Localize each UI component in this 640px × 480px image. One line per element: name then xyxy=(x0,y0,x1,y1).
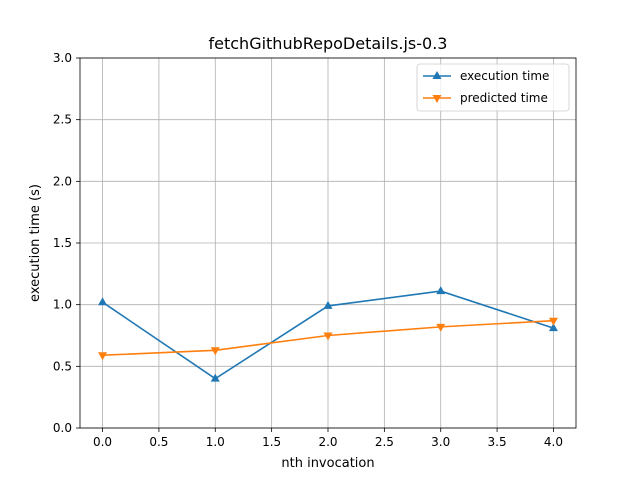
legend-swatch-marker xyxy=(432,71,442,79)
chart-title: fetchGithubRepoDetails.js-0.3 xyxy=(209,34,448,53)
y-tick-label: 2.5 xyxy=(53,113,72,127)
series-layer xyxy=(98,286,558,382)
x-tick-label: 0.0 xyxy=(93,435,112,449)
tick-layer: 0.0 0.5 1.0 1.5 2.0 2.5 3.0 3.5 4.0 0.0 0.5 1.0 1.5 2… xyxy=(53,51,563,449)
legend-label: predicted time xyxy=(460,91,548,105)
series-1-marker xyxy=(323,300,333,309)
series-2-marker xyxy=(98,352,108,361)
series-2-marker xyxy=(323,332,333,341)
y-tick-label: 0.0 xyxy=(53,421,72,435)
x-tick-label: 3.5 xyxy=(488,435,507,449)
series-1-marker xyxy=(210,373,220,382)
series-2-marker xyxy=(548,317,558,326)
y-tick-label: 2.0 xyxy=(53,174,72,188)
series-2-marker xyxy=(210,347,220,356)
y-tick-label: 3.0 xyxy=(53,51,72,65)
x-axis-label: nth invocation xyxy=(281,456,374,471)
x-tick-label: 3.0 xyxy=(431,435,450,449)
y-tick-label: 0.5 xyxy=(53,359,72,373)
y-axis-label: execution time (s) xyxy=(28,184,43,302)
y-tick-label: 1.5 xyxy=(53,236,72,250)
legend: execution time predicted time xyxy=(416,63,570,112)
x-tick-label: 1.5 xyxy=(262,435,281,449)
series-2-marker xyxy=(436,323,446,332)
x-tick-label: 2.0 xyxy=(318,435,337,449)
series-1-marker xyxy=(436,286,446,295)
legend-swatch-marker xyxy=(432,95,442,103)
legend-box xyxy=(416,63,570,112)
x-tick-label: 4.0 xyxy=(544,435,563,449)
x-tick-label: 2.5 xyxy=(375,435,394,449)
series-1-marker xyxy=(548,323,558,332)
y-tick-label: 1.0 xyxy=(53,298,72,312)
series-1-marker xyxy=(98,297,108,306)
x-tick-label: 0.5 xyxy=(149,435,168,449)
x-tick-label: 1.0 xyxy=(206,435,225,449)
legend-label: execution time xyxy=(460,69,549,83)
